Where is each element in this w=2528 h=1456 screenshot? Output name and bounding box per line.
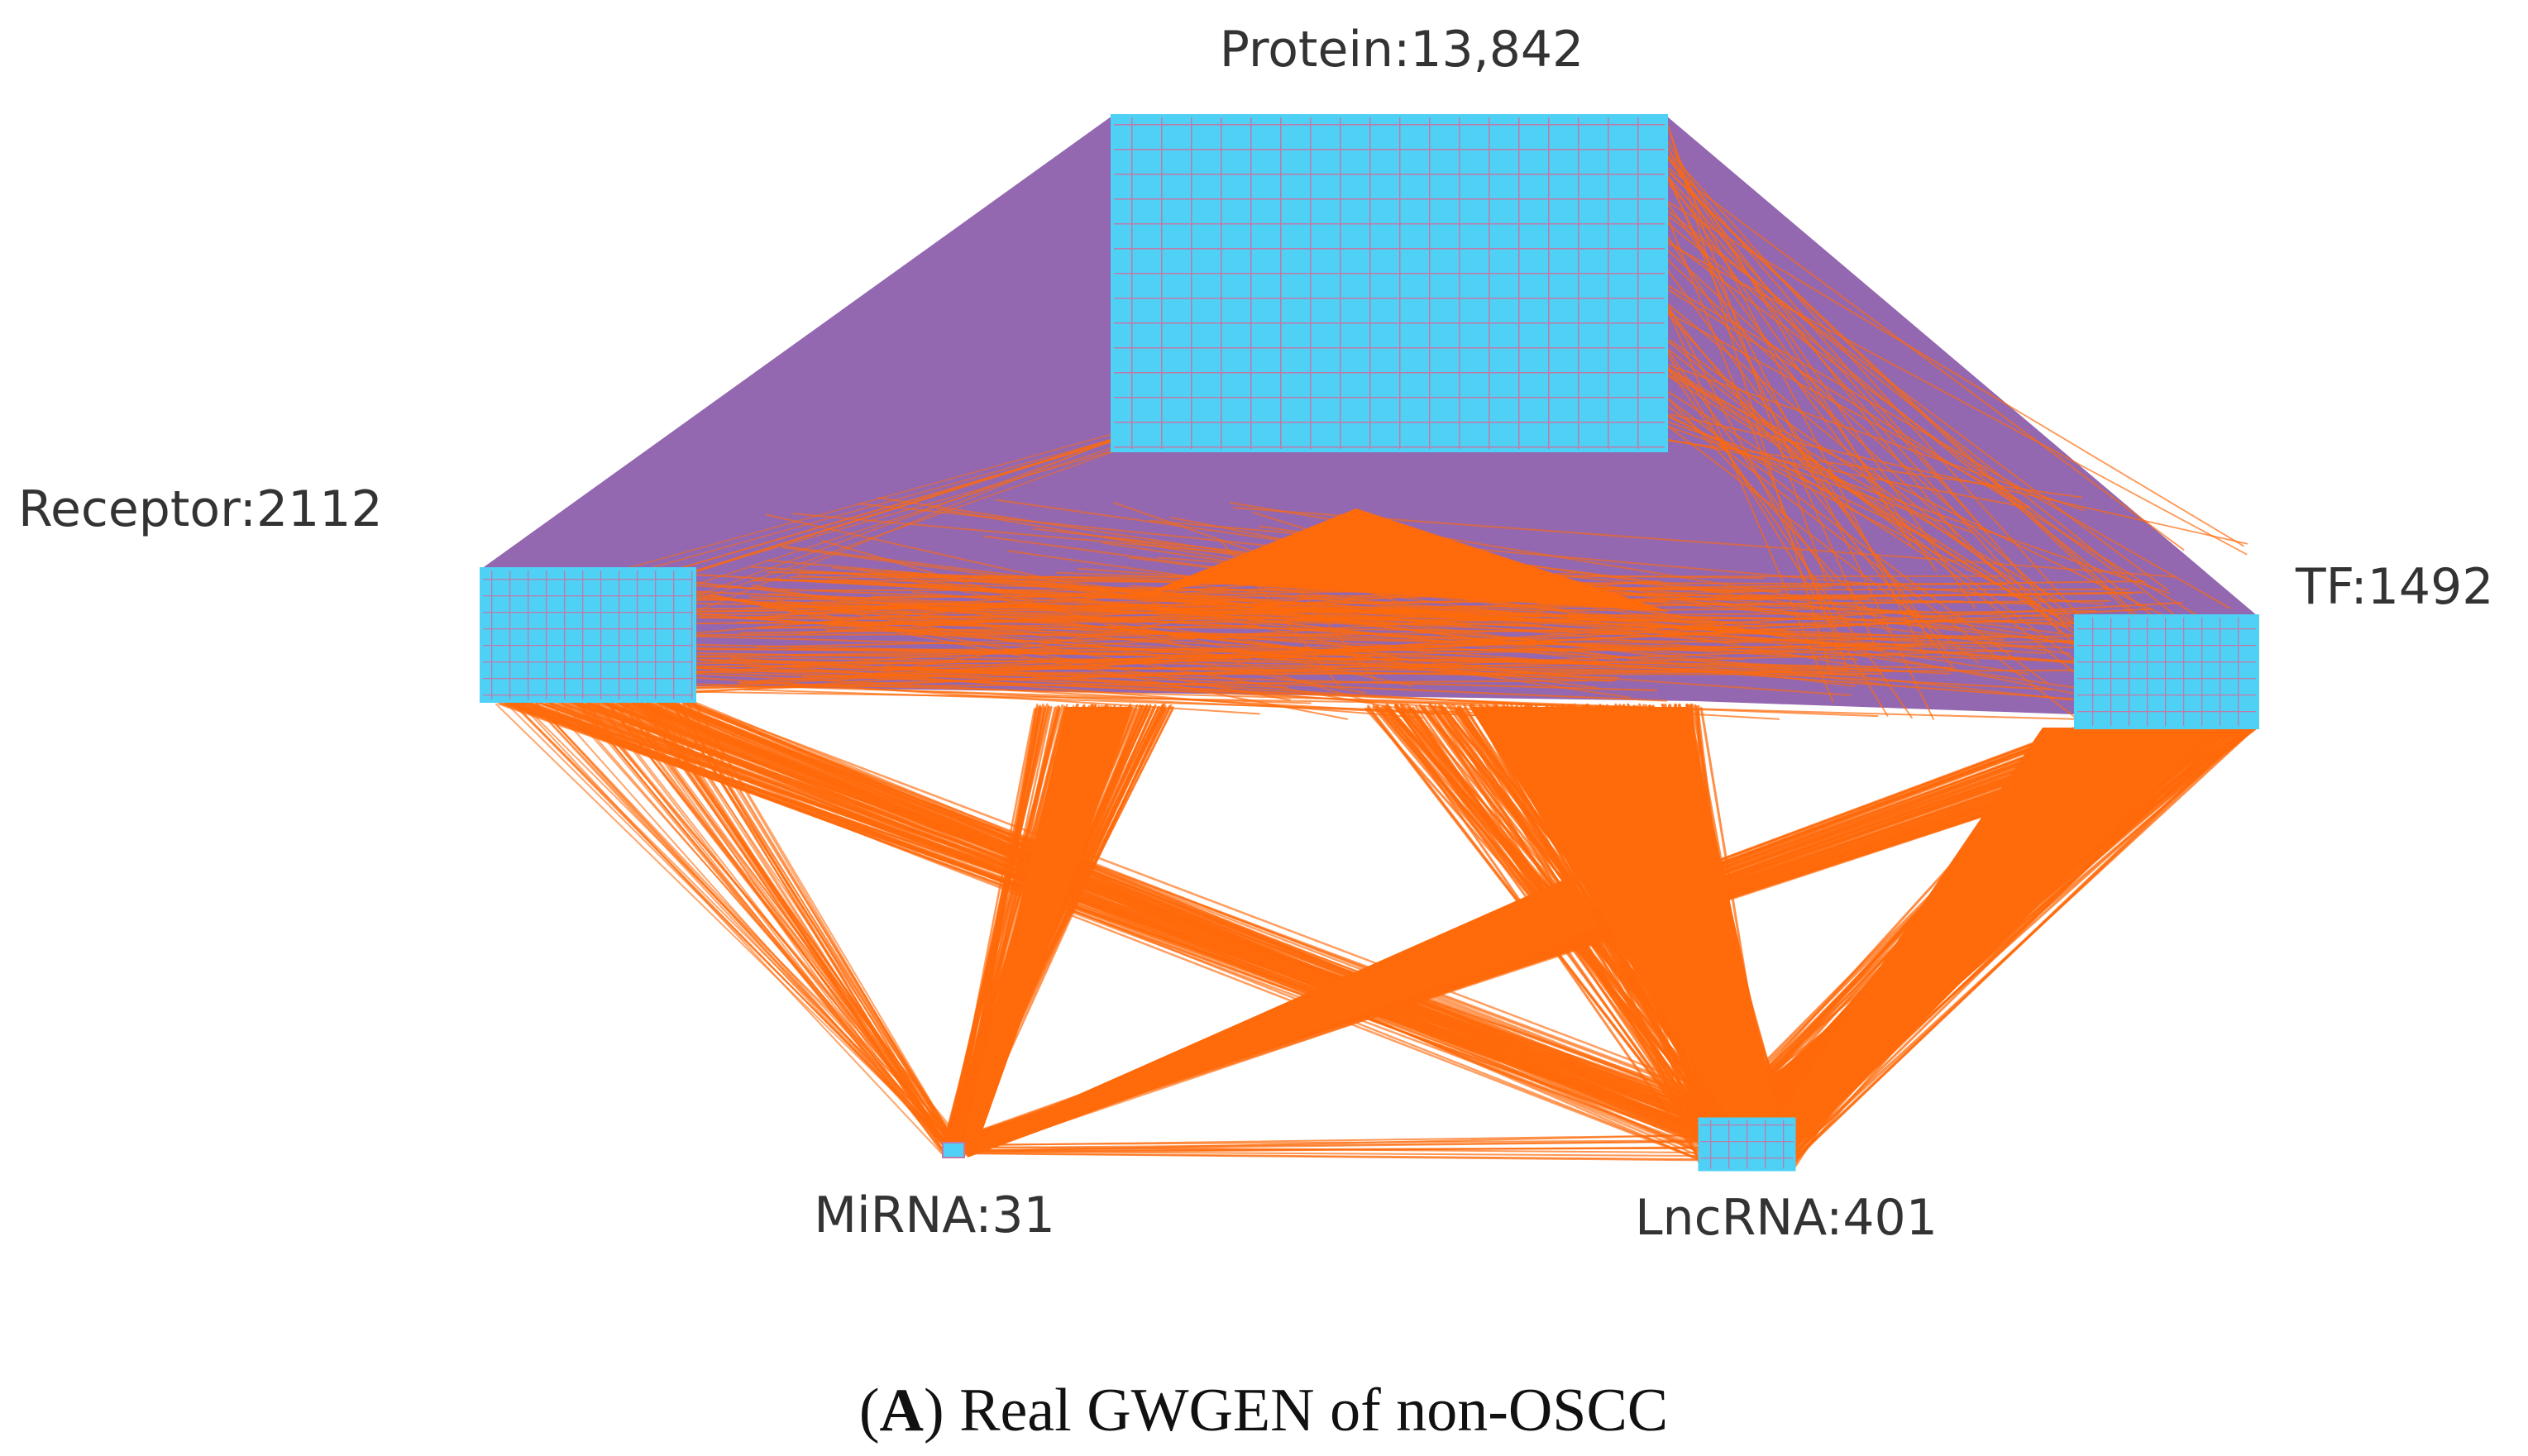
mirna-label: MiRNA:31 <box>814 1186 1055 1244</box>
receptor-node <box>480 567 696 703</box>
tf-label: TF:1492 <box>2295 558 2493 616</box>
mirna-node <box>942 1142 965 1158</box>
lncrna-node <box>1698 1117 1796 1172</box>
caption-text: Real GWGEN of non-OSCC <box>944 1377 1669 1444</box>
figure-caption: (A) Real GWGEN of non-OSCC <box>859 1377 1668 1444</box>
caption-panel-letter: A <box>879 1377 923 1444</box>
protein-label: Protein:13,842 <box>1220 21 1584 79</box>
caption-open-paren: ( <box>859 1377 880 1444</box>
tf-node <box>2074 614 2259 729</box>
receptor-label: Receptor:2112 <box>18 480 383 538</box>
lncrna-label: LncRNA:401 <box>1635 1189 1938 1247</box>
protein-node <box>1111 114 1668 452</box>
caption-close-paren: ) <box>924 1377 944 1444</box>
edge-fans <box>963 508 2216 1158</box>
